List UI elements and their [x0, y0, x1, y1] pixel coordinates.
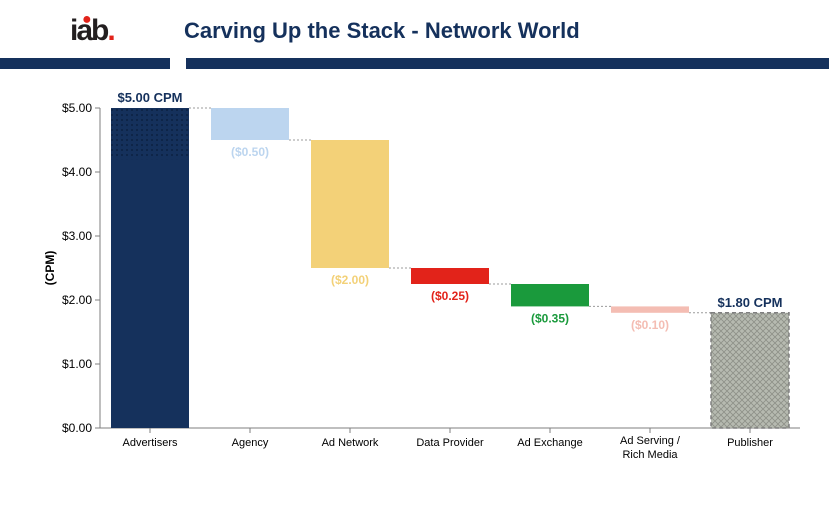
bar-6: [711, 313, 789, 428]
bar-delta-label: ($0.25): [431, 289, 469, 303]
x-label: Rich Media: [622, 449, 678, 461]
bar-delta-label: ($0.10): [631, 318, 669, 332]
slide-title: Carving Up the Stack - Network World: [184, 18, 580, 44]
x-label: Agency: [232, 437, 269, 449]
y-tick-label: $2.00: [62, 293, 92, 307]
bar-delta-label: ($0.35): [531, 311, 569, 325]
x-label: Publisher: [727, 437, 773, 449]
bar-3: [411, 268, 489, 284]
x-label: Data Provider: [416, 437, 484, 449]
slide: ●iab. Carving Up the Stack - Network Wor…: [0, 0, 829, 505]
bar-pattern-0: [111, 108, 189, 159]
header: ●iab. Carving Up the Stack - Network Wor…: [0, 0, 829, 58]
y-tick-label: $0.00: [62, 421, 92, 435]
bar-delta-label: ($0.50): [231, 145, 269, 159]
bar-delta-label: ($2.00): [331, 273, 369, 287]
iab-logo: ●iab.: [70, 14, 114, 48]
x-label: Ad Exchange: [517, 437, 582, 449]
waterfall-chart: $0.00 $1.00 $2.00 $3.00 $4.00 $5.00 (CPM) Adver…: [40, 88, 800, 488]
header-rule-right: [186, 58, 829, 69]
chart-svg: $0.00 $1.00 $2.00 $3.00 $4.00 $5.00 (CPM) Adver…: [40, 88, 800, 488]
x-label: Ad Serving /: [620, 435, 681, 447]
x-label: Advertisers: [122, 437, 178, 449]
bar-top-label: $1.80 CPM: [717, 295, 782, 310]
bar-2: [311, 140, 389, 268]
bar-4: [511, 284, 589, 306]
header-rule-left: [0, 58, 170, 69]
bar-1: [211, 108, 289, 140]
x-label: Ad Network: [322, 437, 379, 449]
y-tick-label: $3.00: [62, 229, 92, 243]
bar-5: [611, 306, 689, 312]
bar-top-label: $5.00 CPM: [117, 90, 182, 105]
y-tick-label: $4.00: [62, 165, 92, 179]
logo-period-icon: .: [107, 14, 113, 47]
y-tick-label: $1.00: [62, 357, 92, 371]
title-prefix: Carving Up the Stack -: [184, 18, 419, 43]
title-suffix: Network World: [425, 18, 580, 43]
y-axis-label: (CPM): [43, 251, 57, 286]
y-tick-label: $5.00: [62, 101, 92, 115]
